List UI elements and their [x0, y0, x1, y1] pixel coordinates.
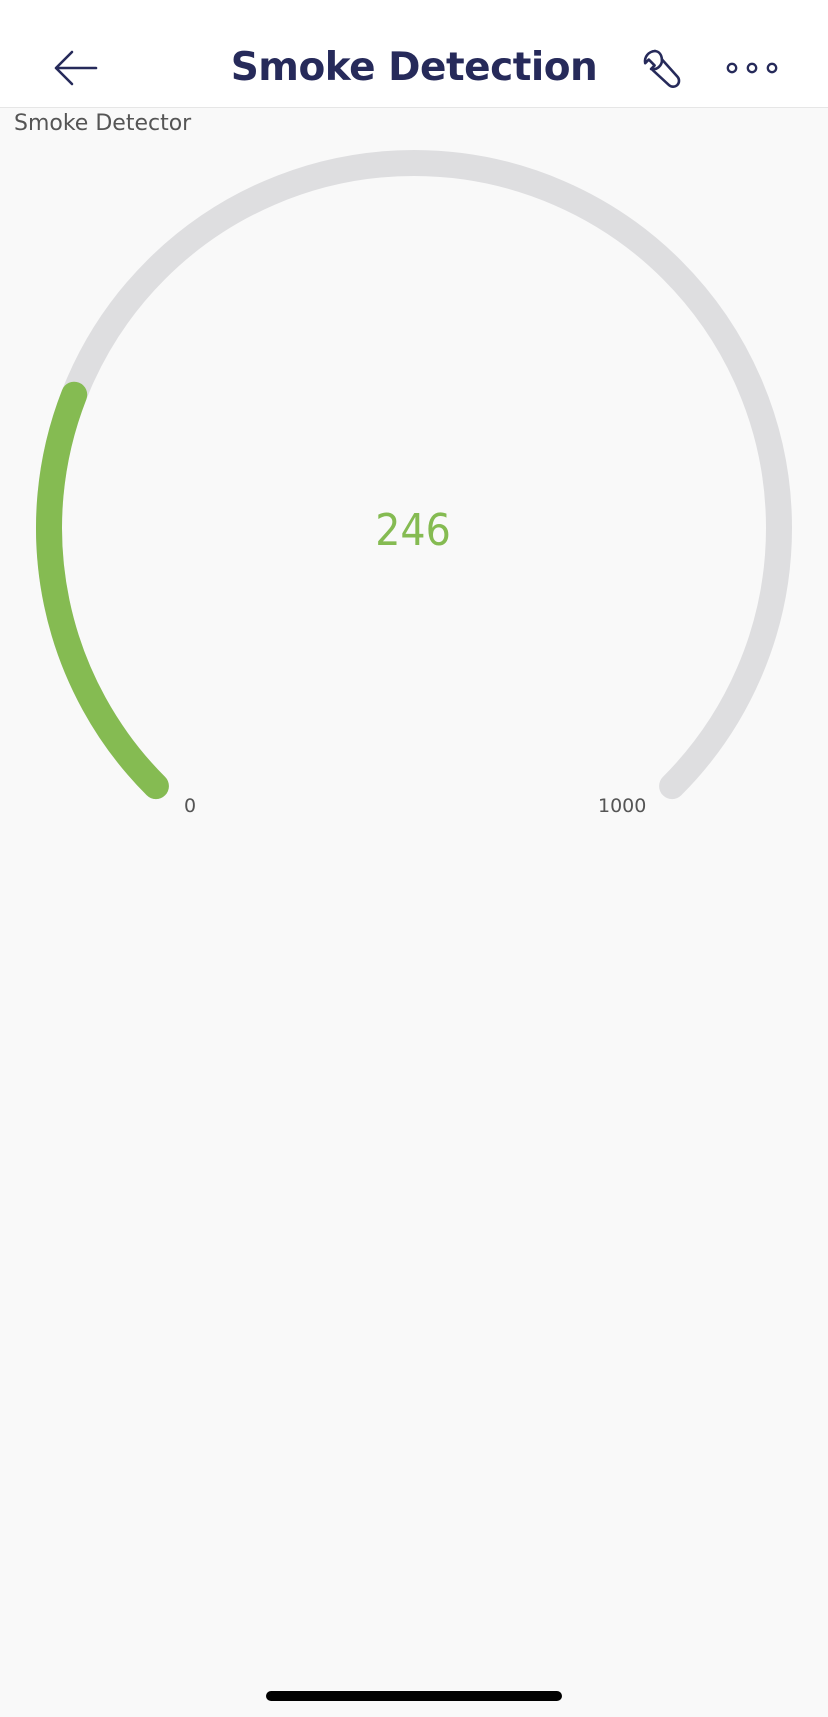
- more-options-button[interactable]: [724, 50, 780, 86]
- gauge-max-label: 1000: [598, 795, 646, 817]
- home-indicator: [266, 1691, 562, 1701]
- gauge-value: 246: [375, 505, 451, 556]
- widget-title: Smoke Detector: [14, 111, 192, 136]
- arrow-left-icon: [54, 50, 98, 86]
- more-horizontal-icon: [726, 62, 778, 74]
- wrench-icon: [643, 49, 681, 89]
- smoke-level-gauge: 246 0 1000: [36, 150, 792, 817]
- gauge-min-label: 0: [184, 795, 196, 817]
- gauge-fill: [36, 381, 169, 800]
- device-settings-button[interactable]: [634, 44, 686, 96]
- back-button[interactable]: [44, 40, 104, 96]
- gauge-track: [36, 150, 792, 800]
